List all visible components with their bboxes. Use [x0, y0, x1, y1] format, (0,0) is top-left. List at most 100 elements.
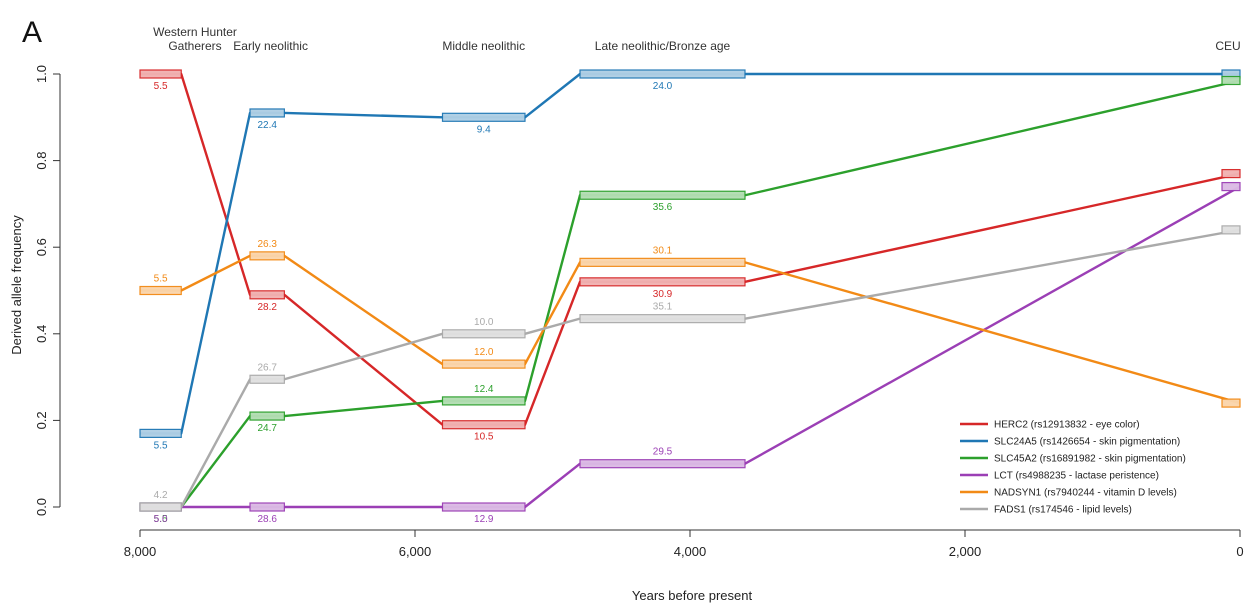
frequency-box: [579, 190, 746, 200]
frequency-box-fill: [140, 70, 182, 78]
frequency-box: [249, 108, 285, 118]
series-0: 5.5 28.2 10.5 30.9: [139, 69, 1241, 443]
frequency-box: [579, 69, 746, 79]
frequency-box-fill: [140, 286, 182, 295]
frequency-box-fill: [1222, 169, 1240, 178]
frequency-box-fill: [1222, 225, 1240, 234]
frequency-box: [139, 285, 182, 296]
sample-size-label: 10.0: [474, 317, 494, 328]
frequency-box-fill: [250, 108, 285, 117]
x-tick-label: 0: [1236, 544, 1243, 559]
frequency-box: [249, 374, 285, 384]
frequency-box: [579, 257, 746, 267]
frequency-box-fill: [1222, 70, 1240, 78]
sample-size-label: 10.5: [474, 432, 494, 443]
axes: 8,000 6,000 4,000 2,000 0 0.0 0.2 0.4 0.6 0.8 1.0: [34, 65, 1244, 559]
frequency-box: [1221, 225, 1241, 235]
period-label: Middle neolithic: [442, 39, 525, 53]
sample-size-label: 35.1: [653, 302, 673, 313]
x-axis-title: Years before present: [632, 588, 753, 603]
frequency-box: [1221, 168, 1241, 179]
sample-size-label: 12.4: [474, 384, 494, 395]
frequency-box-fill: [580, 191, 745, 200]
frequency-box-fill: [140, 503, 182, 511]
legend-entry: SLC24A5 (rs1426654 - skin pigmentation): [994, 437, 1180, 448]
sample-size-label: 35.6: [653, 202, 673, 213]
y-tick-label: 1.0: [34, 65, 49, 83]
frequency-box-fill: [140, 429, 182, 438]
frequency-box-fill: [250, 503, 285, 511]
sample-size-label: 26.3: [257, 239, 277, 250]
y-tick-label: 0.2: [34, 411, 49, 429]
legend-entry: SLC45A2 (rs16891982 - skin pigmentation): [994, 454, 1186, 465]
sample-size-label: 26.7: [257, 362, 277, 373]
frequency-box: [441, 329, 526, 339]
y-tick-label: 0.0: [34, 498, 49, 516]
series-3: 5.0 28.6 12.9 29.5: [139, 181, 1241, 525]
series-4: 5.5 26.3 12.0 30.1: [139, 239, 1241, 408]
period-label: Gatherers: [168, 39, 221, 53]
x-tick-label: 2,000: [949, 544, 982, 559]
frequency-box-fill: [1222, 76, 1240, 85]
frequency-box: [139, 69, 182, 79]
sample-size-label: 24.7: [257, 423, 277, 434]
x-tick-label: 4,000: [674, 544, 707, 559]
sample-size-label: 24.0: [653, 81, 673, 92]
y-tick-label: 0.8: [34, 152, 49, 170]
frequency-box-fill: [580, 459, 745, 468]
sample-size-label: 4.2: [154, 490, 168, 501]
frequency-box-fill: [442, 420, 525, 429]
frequency-box-fill: [442, 503, 525, 511]
frequency-box: [139, 428, 182, 438]
sample-size-label: 29.5: [653, 447, 673, 458]
frequency-box-fill: [442, 396, 525, 405]
frequency-box-fill: [1222, 182, 1240, 191]
legend-entry: HERC2 (rs12913832 - eye color): [994, 420, 1140, 431]
frequency-box: [579, 459, 746, 469]
frequency-box: [249, 502, 285, 512]
sample-size-label: 5.5: [154, 81, 168, 92]
frequency-box-fill: [442, 360, 525, 369]
period-label: Western Hunter: [153, 25, 237, 39]
series: 5.5 28.2 10.5 30.9 5.5 22.4 9.4 24.0 5.5 24.7 12.4…: [139, 69, 1241, 525]
frequency-box: [441, 112, 526, 122]
frequency-box: [249, 411, 285, 421]
sample-size-label: 5.5: [154, 274, 168, 285]
x-tick-label: 6,000: [399, 544, 432, 559]
series-1: 5.5 22.4 9.4 24.0: [139, 69, 1241, 451]
period-label: Early neolithic: [233, 39, 308, 53]
frequency-box: [441, 420, 526, 430]
frequency-box-fill: [250, 251, 285, 260]
frequency-box-fill: [580, 314, 745, 323]
frequency-box: [441, 502, 526, 512]
sample-size-label: 28.6: [257, 514, 277, 525]
frequency-box-fill: [580, 70, 745, 78]
frequency-box: [249, 251, 285, 261]
frequency-box: [1221, 181, 1241, 192]
frequency-box: [579, 314, 746, 324]
y-tick-label: 0.4: [34, 325, 49, 343]
frequency-box-fill: [250, 412, 285, 421]
legend-entry: LCT (rs4988235 - lactase peristence): [994, 471, 1159, 482]
frequency-box-fill: [580, 258, 745, 267]
series-line: [140, 72, 1240, 435]
frequency-box: [441, 359, 526, 369]
sample-size-label: 12.0: [474, 347, 494, 358]
period-label: CEU: [1215, 39, 1240, 53]
frequency-box: [1221, 398, 1241, 408]
legend-entry: FADS1 (rs174546 - lipid levels): [994, 505, 1132, 516]
frequency-box: [249, 290, 285, 300]
panel-label: A: [22, 16, 42, 49]
sample-size-label: 22.4: [257, 120, 277, 131]
sample-size-label: 5.0: [154, 514, 168, 525]
series-5: 4.2 26.7 10.0 35.1: [139, 225, 1241, 512]
sample-size-label: 5.5: [154, 440, 168, 451]
legend-entry: NADSYN1 (rs7940244 - vitamin D levels): [994, 488, 1177, 499]
y-tick-label: 0.6: [34, 238, 49, 256]
sample-size-label: 30.1: [653, 245, 673, 256]
frequency-box-fill: [250, 290, 285, 299]
x-tick-label: 8,000: [124, 544, 157, 559]
sample-size-label: 30.9: [653, 289, 673, 300]
sample-size-label: 12.9: [474, 514, 494, 525]
